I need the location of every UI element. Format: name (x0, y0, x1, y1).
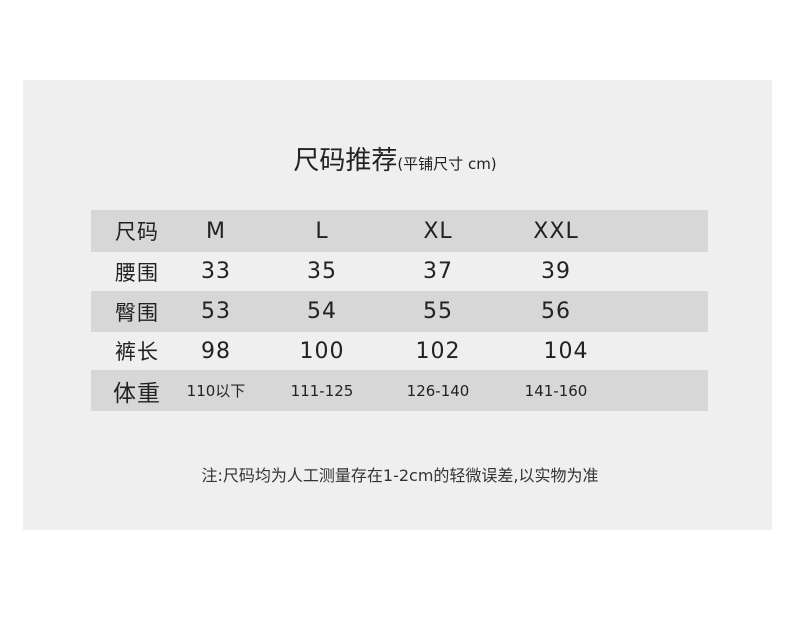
table-cell: 37 (423, 259, 453, 284)
table-row: 裤长 98 100 102 104 (91, 332, 708, 370)
size-table: 尺码 M L XL XXL 腰围 33 35 37 39 臀围 53 54 55… (91, 210, 708, 411)
table-cell: 33 (201, 259, 231, 284)
table-cell: 104 (543, 338, 589, 364)
table-header-row: 尺码 M L XL XXL (91, 210, 708, 252)
table-cell: 102 (415, 338, 461, 364)
table-cell: 55 (423, 299, 453, 324)
header-cell: 尺码 (115, 220, 159, 244)
table-cell: 56 (541, 299, 571, 324)
table-cell: 53 (201, 299, 231, 324)
row-label: 腰围 (115, 260, 159, 285)
table-cell: 126-140 (406, 381, 470, 400)
table-cell: 54 (307, 299, 337, 324)
table-cell: 141-160 (524, 381, 588, 400)
table-cell: 39 (541, 259, 571, 284)
header-cell: XXL (533, 218, 579, 244)
row-label: 体重 (113, 380, 161, 407)
header-cell: L (315, 218, 329, 244)
table-row: 体重 110以下 111-125 126-140 141-160 (91, 370, 708, 411)
table-row: 腰围 33 35 37 39 (91, 252, 708, 291)
table-cell: 111-125 (290, 381, 354, 400)
table-cell: 98 (201, 338, 231, 364)
header-cell: XL (423, 218, 453, 244)
table-cell: 100 (299, 338, 345, 364)
row-label: 臀围 (115, 300, 159, 325)
title-subtitle: (平铺尺寸 cm) (397, 155, 497, 173)
row-label: 裤长 (115, 340, 159, 364)
table-cell: 110以下 (186, 382, 246, 400)
header-cell: M (206, 218, 226, 244)
table-cell: 35 (307, 259, 337, 284)
title-text: 尺码推荐 (293, 146, 398, 176)
page-title: 尺码推荐(平铺尺寸 cm) (0, 140, 790, 177)
table-row: 臀围 53 54 55 56 (91, 291, 708, 332)
measurement-note: 注:尺码均为人工测量存在1-2cm的轻微误差,以实物为准 (201, 466, 599, 485)
